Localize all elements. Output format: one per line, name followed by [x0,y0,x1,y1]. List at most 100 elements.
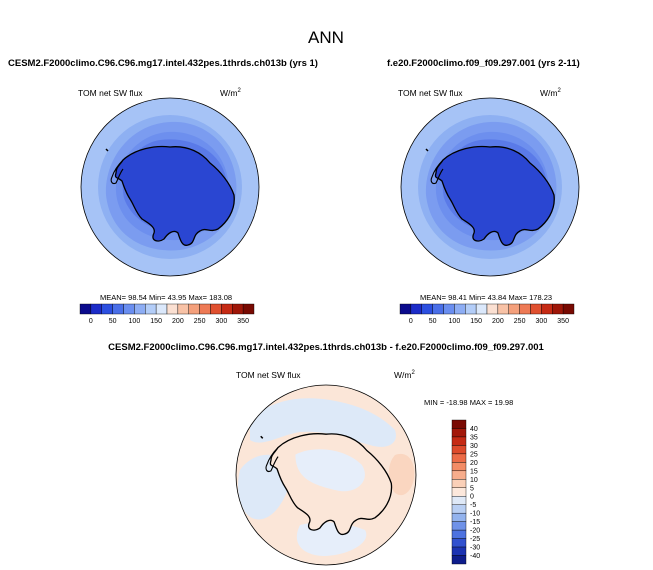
panel-2-colorbar-swatch [508,303,520,315]
panel-3-colorbar-tick-label: 30 [470,443,478,450]
panel-2-colorbar-swatch [443,303,455,315]
panel-2-colorbar-tick-label: 300 [536,318,548,325]
panel-2-colorbar-swatch [541,303,553,315]
panel-1-colorbar-tick-label: 150 [150,318,162,325]
panel-2-case-name: f.e20.F2000climo.f09_f09.297.001 (yrs 2-… [387,58,580,69]
panel-2-island [425,148,429,152]
panel-2-colorbar-swatch [486,303,499,315]
panel-2-colorbar: 0 50 100 150 200 250 300 350 [399,303,575,325]
panel-3-colorbar-swatch [451,512,467,522]
panel-2-colorbar-tick-label: 0 [409,318,413,325]
panel-1-colorbar-swatch [199,303,211,315]
panel-3-continent-blob [295,449,365,492]
panel-1-colorbar-swatch [188,303,200,315]
panel-1-colorbar-swatch [155,303,168,315]
panel-3-colorbar-tick-label: -20 [470,528,480,535]
panel-1-colorbar-swatch [166,303,179,315]
panel-3-colorbar-swatch [451,419,467,429]
panel-3-colorbar-tick-label: 35 [470,434,478,441]
panel-1-colorbar-tick-label: 50 [109,318,117,325]
panel-3-colorbar-swatch [451,453,467,463]
panel-3-colorbar-tick-label: -25 [470,536,480,543]
panel-3-colorbar-tick-label: 15 [470,468,478,475]
panel-1-colorbar-swatch [210,303,222,315]
panel-1-colorbar-swatch [101,303,113,315]
panel-3-colorbar-tick-label: -30 [470,545,480,552]
panel-3-colorbar-swatch [451,529,467,539]
panel-3-case-name: CESM2.F2000climo.C96.C96.mg17.intel.432p… [108,342,544,353]
panel-2-colorbar-swatch [432,303,444,315]
panel-3-colorbar-swatch [451,504,467,514]
panel-1-colorbar-swatch [90,303,102,315]
panel-3-field [236,385,416,565]
panel-1-case-name: CESM2.F2000climo.C96.C96.mg17.intel.432p… [8,58,318,69]
panel-2-units-label: W/m2 [540,88,561,98]
panel-1-colorbar-tick-label: 0 [89,318,93,325]
panel-3-colorbar-tick-label: -40 [470,553,480,560]
panel-3-colorbar-swatch [451,555,467,565]
panel-2-colorbar-swatch [421,303,433,315]
panel-2-map [400,97,580,277]
panel-3-map-border [235,384,417,566]
panel-3-colorbar-swatch [451,538,467,548]
panel-3-stats: MIN = -18.98 MAX = 19.98 [424,398,513,407]
panel-3-colorbar-tick-label: 25 [470,451,478,458]
panel-2-colorbar-swatch [497,303,509,315]
panel-1-colorbar-swatch [177,303,189,315]
panel-3-colorbar-swatch [451,470,467,480]
panel-2-colorbar-swatch [454,303,466,315]
panel-1-colorbar-swatch [123,303,135,315]
panel-2-colorbar-tick-label: 350 [557,318,569,325]
panel-1-colorbar-tick-label: 200 [172,318,184,325]
panel-3-blob-1 [250,398,396,447]
panel-3-colorbar-tick-label: -10 [470,511,480,518]
panel-1-map [80,97,260,277]
panel-3-colorbar-swatch [451,521,467,531]
panel-3-map [235,384,417,566]
panel-2-colorbar-tick-label: 250 [514,318,526,325]
panel-3-colorbar-swatch [451,487,467,497]
panel-2-colorbar-swatch [552,303,564,315]
panel-1-field [81,98,259,276]
panel-2-colorbar-swatch [530,303,542,315]
panel-3-colorbar-swatch [451,436,467,446]
panel-1-colorbar-tick-label: 250 [194,318,206,325]
panel-2-colorbar-swatch [519,303,531,315]
panel-1-units-label: W/m2 [220,88,241,98]
panel-3-island [260,435,264,439]
panel-1-colorbar-tick-label: 100 [129,318,141,325]
panel-3-variable-label: TOM net SW flux [236,370,301,380]
panel-1-colorbar-swatch [134,303,146,315]
panel-3-colorbar-swatch [451,546,467,556]
panel-3-colorbar-swatch [451,496,467,505]
panel-2-colorbar-tick-label: 100 [449,318,461,325]
panel-1-colorbar-swatch [242,303,255,315]
panel-3-colorbar-tick-label: 10 [470,477,478,484]
panel-3-colorbar-swatch [451,428,467,438]
panel-3-units-label: W/m2 [394,370,415,380]
panel-3-colorbar-tick-label: 40 [470,426,478,433]
panel-3-colorbar-tick-label: -15 [470,519,480,526]
panel-3-blob-3 [388,453,415,496]
panel-3-colorbar-tick-label: 0 [470,494,474,501]
panel-1-colorbar-swatch [112,303,124,315]
panel-1-colorbar-tick-label: 350 [237,318,249,325]
panel-2-field [401,98,579,276]
panel-1-stats: MEAN= 98.54 Min= 43.95 Max= 183.08 [100,293,232,302]
panel-1-variable-label: TOM net SW flux [78,88,143,98]
panel-1-colorbar-swatch [232,303,244,315]
panel-2-colorbar-tick-label: 200 [492,318,504,325]
panel-2-colorbar-swatch [562,303,575,315]
panel-2-colorbar-tick-label: 150 [470,318,482,325]
panel-2-colorbar-swatch [475,303,488,315]
panel-3-colorbar-tick-label: -5 [470,502,476,509]
panel-3-colorbar-swatch [451,462,467,472]
panel-3-colorbar-tick-label: 20 [470,460,478,467]
panel-2-colorbar-tick-label: 50 [429,318,437,325]
panel-2-colorbar-swatch [465,303,477,315]
panel-1-colorbar-swatch [221,303,233,315]
panel-1-colorbar-swatch [79,303,92,315]
panel-1-colorbar-tick-label: 300 [216,318,228,325]
panel-1-map-border [80,97,260,277]
